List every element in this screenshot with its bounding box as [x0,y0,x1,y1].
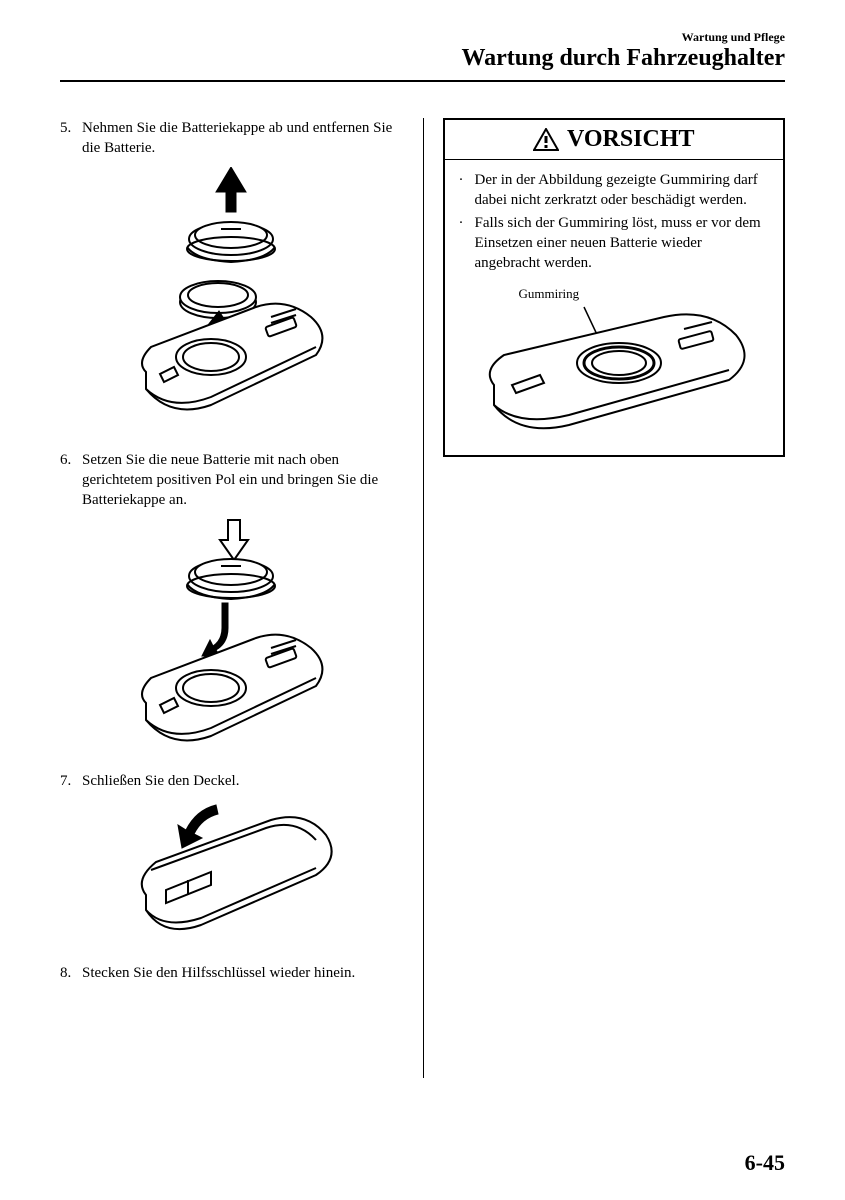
bullet: · [459,213,475,274]
step-text: Setzen Sie die neue Batterie mit nach ob… [82,450,403,511]
caution-item: · Falls sich der Gummiring löst, muss er… [459,213,770,274]
caution-box: VORSICHT · Der in der Abbildung gezeigte… [443,118,786,457]
caution-text: Falls sich der Gummiring löst, muss er v… [475,213,770,274]
column-separator [423,118,424,1078]
page-title: Wartung durch Fahrzeughalter [60,45,785,72]
caution-title-bar: VORSICHT [445,120,784,160]
right-column: VORSICHT · Der in der Abbildung gezeigte… [423,118,786,989]
step-8: 8. Stecken Sie den Hilfsschlüssel wieder… [60,963,403,983]
warning-icon [533,128,559,152]
left-column: 5. Nehmen Sie die Batteriekappe ab und e… [60,118,423,989]
breadcrumb: Wartung und Pflege [60,30,785,45]
step-6: 6. Setzen Sie die neue Batterie mit nach… [60,450,403,511]
figure-step-5 [60,167,403,432]
caution-title-text: VORSICHT [567,126,695,153]
caution-text: Der in der Abbildung gezeigte Gummiring … [475,170,770,211]
caution-figure: Gummiring [459,285,770,441]
caution-body: · Der in der Abbildung gezeigte Gummirin… [445,160,784,455]
gummiring-label: Gummiring [519,285,770,303]
header-divider [60,80,785,82]
caution-item: · Der in der Abbildung gezeigte Gummirin… [459,170,770,211]
figure-step-6 [60,518,403,753]
step-text: Stecken Sie den Hilfsschlüssel wieder hi… [82,963,403,983]
step-number: 5. [60,118,82,159]
step-number: 8. [60,963,82,983]
bullet: · [459,170,475,211]
step-text: Schließen Sie den Deckel. [82,771,403,791]
step-7: 7. Schließen Sie den Deckel. [60,771,403,791]
figure-step-7 [60,800,403,945]
page-number: 6-45 [745,1150,785,1176]
step-5: 5. Nehmen Sie die Batteriekappe ab und e… [60,118,403,159]
step-text: Nehmen Sie die Batteriekappe ab und entf… [82,118,403,159]
step-number: 6. [60,450,82,511]
step-number: 7. [60,771,82,791]
